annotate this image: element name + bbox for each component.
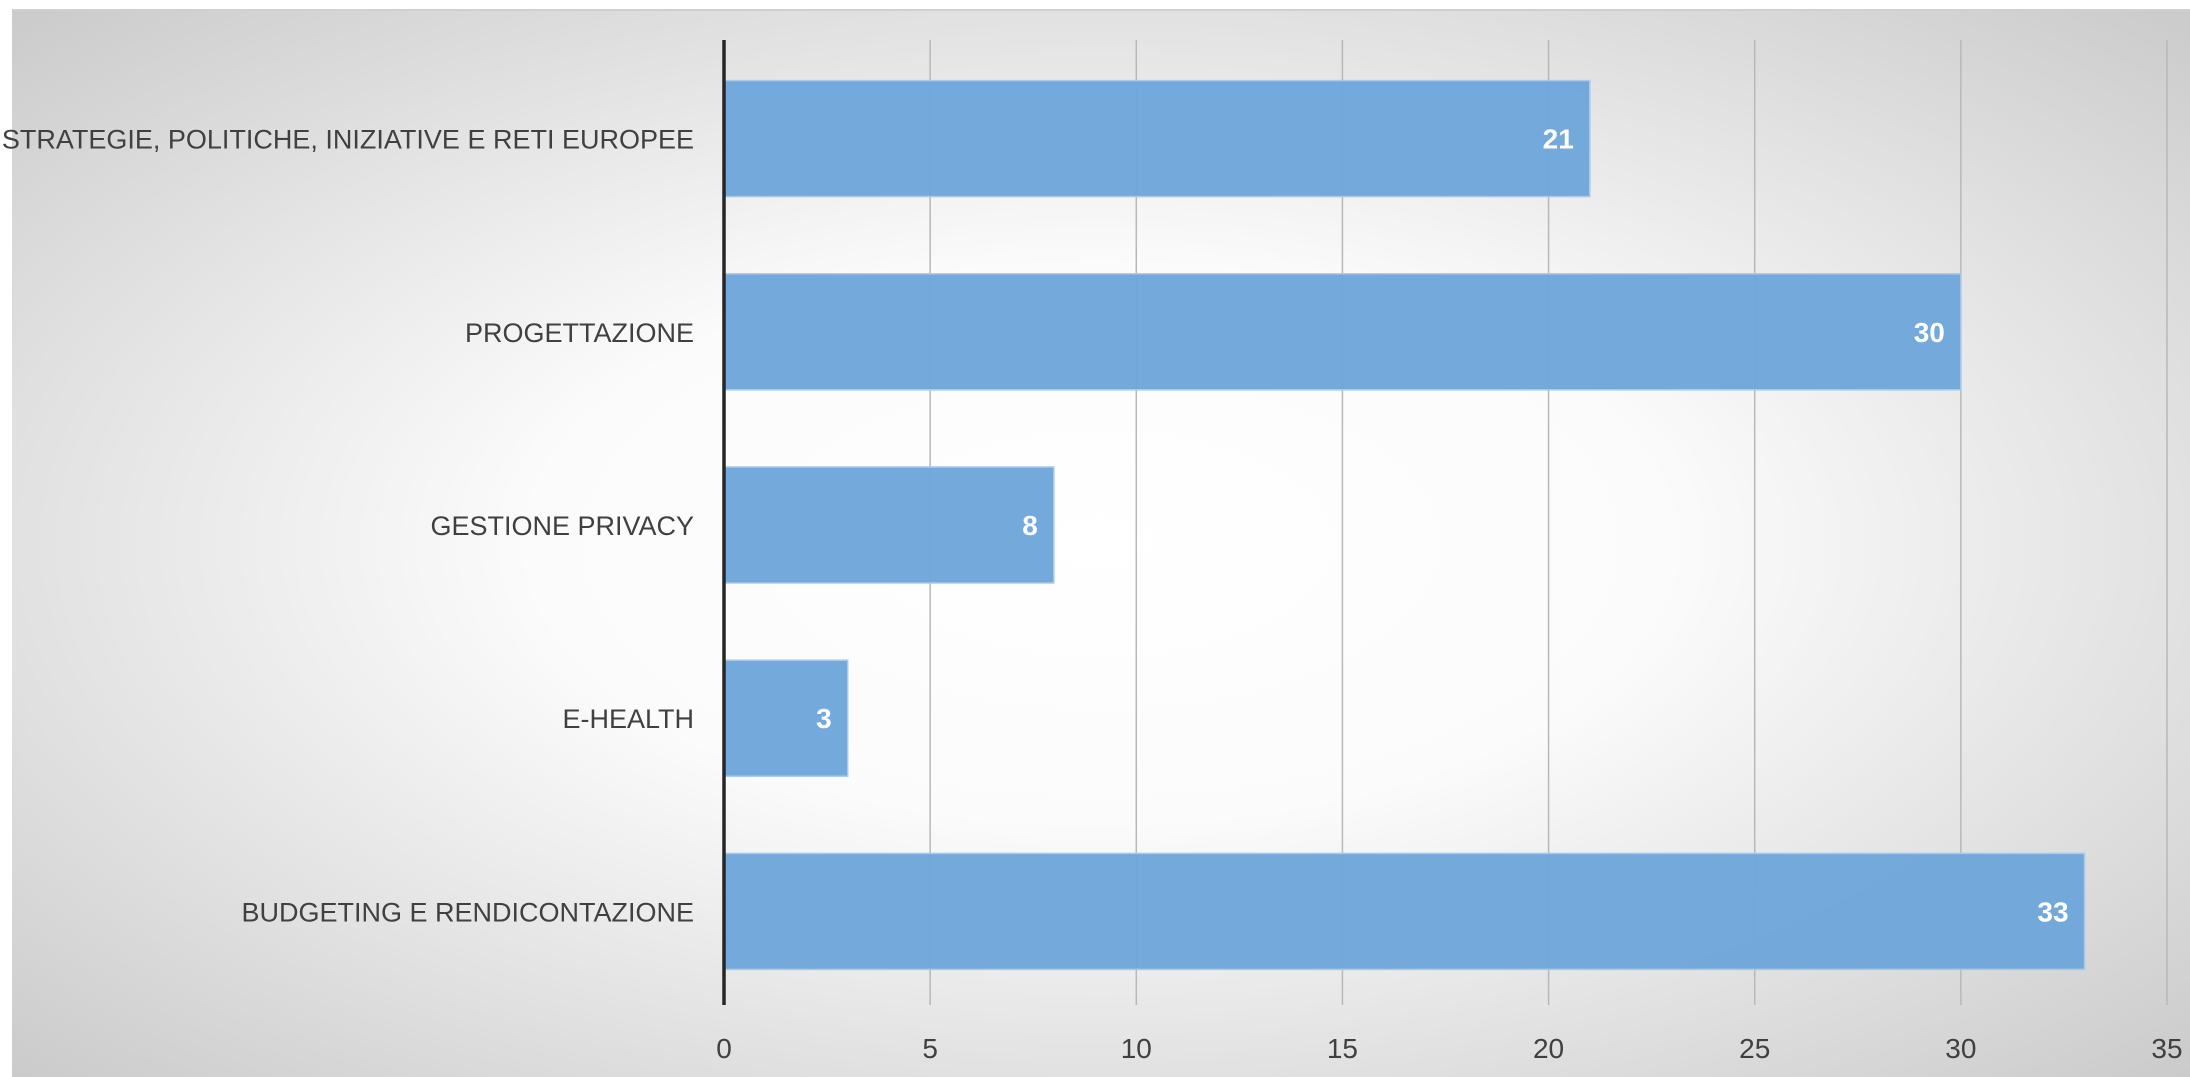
bar bbox=[723, 79, 1591, 198]
category-label: GESTIONE PRIVACY bbox=[430, 511, 694, 541]
bar bbox=[723, 466, 1055, 584]
bar bbox=[723, 273, 1962, 391]
bar-value-label: 8 bbox=[1022, 510, 1038, 541]
x-tick-label: 20 bbox=[1533, 1033, 1564, 1064]
x-tick-label: 30 bbox=[1945, 1033, 1976, 1064]
bars bbox=[723, 79, 2086, 971]
bar bbox=[723, 852, 2086, 971]
x-tick-label: 10 bbox=[1121, 1033, 1152, 1064]
category-label: E-HEALTH bbox=[562, 704, 694, 734]
category-label: STRATEGIE, POLITICHE, INIZIATIVE E RETI … bbox=[2, 125, 694, 155]
bar-value-label: 21 bbox=[1543, 124, 1574, 155]
category-label: BUDGETING E RENDICONTAZIONE bbox=[241, 897, 694, 927]
x-tick-label: 35 bbox=[2151, 1033, 2182, 1064]
bar-value-label: 30 bbox=[1914, 317, 1945, 348]
x-tick-label: 15 bbox=[1327, 1033, 1358, 1064]
x-tick-label: 0 bbox=[716, 1033, 732, 1064]
bar-value-label: 3 bbox=[816, 703, 832, 734]
bar-value-label: 33 bbox=[2037, 896, 2068, 927]
bar bbox=[723, 659, 849, 777]
labels: 0 5 10 15 20 25 30 35 21 STRATEGIE, POLITICHE, IN… bbox=[2, 124, 2183, 1064]
category-label: PROGETTAZIONE bbox=[465, 318, 694, 348]
x-tick-label: 5 bbox=[922, 1033, 938, 1064]
x-tick-label: 25 bbox=[1739, 1033, 1770, 1064]
